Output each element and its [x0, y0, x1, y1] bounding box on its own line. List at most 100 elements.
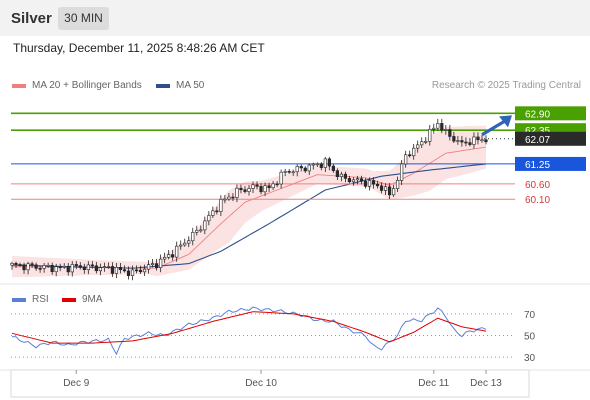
- level-tag-62.07: [515, 131, 586, 146]
- ma20-swatch: [12, 83, 26, 88]
- candle-body: [114, 266, 119, 274]
- candle-body: [243, 189, 247, 192]
- candle-body: [235, 187, 239, 198]
- candle-body: [424, 141, 428, 143]
- x-tick-label: Dec 11: [418, 378, 449, 389]
- candle-body: [408, 154, 412, 157]
- instrument-title: Silver: [11, 10, 52, 27]
- candle-body: [444, 129, 448, 131]
- candle-body: [436, 123, 440, 129]
- candle-body: [464, 141, 468, 144]
- candle-body: [335, 170, 339, 177]
- level-label-60.60: 60.60: [525, 180, 550, 191]
- candle-body: [183, 242, 187, 246]
- candle-body: [74, 264, 78, 266]
- candle-body: [199, 229, 203, 232]
- candle-body: [339, 173, 343, 177]
- candle-body: [468, 142, 472, 145]
- candle-body: [420, 141, 424, 146]
- candle-body: [30, 263, 34, 266]
- target-arrow-head: [499, 115, 512, 128]
- candle-body: [259, 186, 263, 193]
- rsi-tick-30: 30: [524, 353, 536, 364]
- candle-body: [179, 244, 183, 247]
- candle-body: [279, 171, 283, 185]
- candle-body: [416, 144, 420, 149]
- legend-ma50: MA 50: [156, 80, 204, 91]
- level-tag-62.90: [515, 106, 586, 121]
- candle-body: [146, 264, 151, 270]
- level-label-61.25: 61.25: [525, 160, 550, 171]
- candle-body: [263, 185, 267, 193]
- candle-body: [150, 263, 155, 265]
- candle-body: [303, 167, 307, 172]
- candle-body: [275, 183, 279, 186]
- candle-body: [239, 187, 243, 191]
- candle-body: [66, 265, 70, 273]
- candle-body: [327, 158, 331, 167]
- candle-body: [432, 127, 436, 130]
- ma50-line: [11, 163, 487, 269]
- level-label-62.35: 62.35: [525, 126, 550, 137]
- legend-rsi-label: RSI: [32, 294, 49, 305]
- candle-body: [134, 269, 139, 272]
- candle-body: [219, 198, 223, 212]
- rsi-ma-swatch: [62, 297, 76, 302]
- legend-rsi-ma-label: 9MA: [82, 294, 103, 305]
- candle-body: [480, 139, 484, 142]
- candle-body: [355, 178, 360, 181]
- candle-body: [54, 266, 58, 273]
- candle-body: [283, 171, 287, 173]
- rsi-series-9MA: [11, 311, 487, 344]
- candle-body: [38, 268, 42, 270]
- bollinger-band: [12, 125, 486, 278]
- rsi-swatch: [12, 297, 26, 302]
- candle-body: [90, 264, 94, 267]
- candle-body: [227, 196, 231, 200]
- candle-body: [440, 123, 444, 131]
- candle-body: [106, 266, 111, 268]
- candle-body: [34, 264, 38, 269]
- candle-body: [476, 136, 480, 141]
- candle-body: [110, 266, 115, 274]
- legend-rsi-ma: 9MA: [62, 294, 103, 305]
- candle-body: [10, 262, 14, 266]
- candle-body: [14, 262, 18, 265]
- datetime-label: Thursday, December 11, 2025 8:48:26 AM C…: [13, 41, 265, 55]
- candle-body: [400, 163, 404, 181]
- candle-body: [42, 265, 46, 269]
- x-tick-label: Dec 9: [63, 378, 90, 389]
- candle-body: [347, 178, 352, 183]
- candle-body: [319, 163, 323, 168]
- candle-body: [287, 171, 291, 173]
- candle-body: [367, 180, 372, 187]
- candle-body: [223, 198, 227, 201]
- candle-body: [375, 183, 380, 187]
- candle-body: [215, 210, 219, 213]
- ma50-swatch: [156, 83, 170, 88]
- candle-body: [343, 173, 348, 179]
- candle-body: [307, 164, 311, 172]
- candle-body: [142, 268, 147, 273]
- candle-body: [460, 140, 464, 143]
- rsi-tick-70: 70: [524, 310, 536, 321]
- candle-body: [78, 265, 82, 268]
- candle-body: [171, 254, 175, 258]
- candle-body: [22, 264, 26, 271]
- candle-body: [175, 245, 179, 258]
- candle-body: [351, 179, 356, 183]
- candle-body: [404, 154, 408, 165]
- legend-ma50-label: MA 50: [176, 80, 205, 91]
- candle-body: [207, 215, 211, 222]
- timeframe-button[interactable]: 30 MIN: [58, 7, 109, 30]
- candle-body: [247, 188, 251, 192]
- candle-body: [191, 231, 195, 242]
- level-label-62.90: 62.90: [525, 109, 550, 120]
- candle-body: [363, 180, 368, 187]
- candle-body: [311, 163, 315, 166]
- candle-body: [122, 269, 127, 272]
- level-label-60.10: 60.10: [525, 195, 550, 206]
- candle-body: [86, 264, 90, 271]
- x-tick-label: Dec 13: [470, 378, 502, 389]
- x-tick-label: Dec 10: [245, 378, 277, 389]
